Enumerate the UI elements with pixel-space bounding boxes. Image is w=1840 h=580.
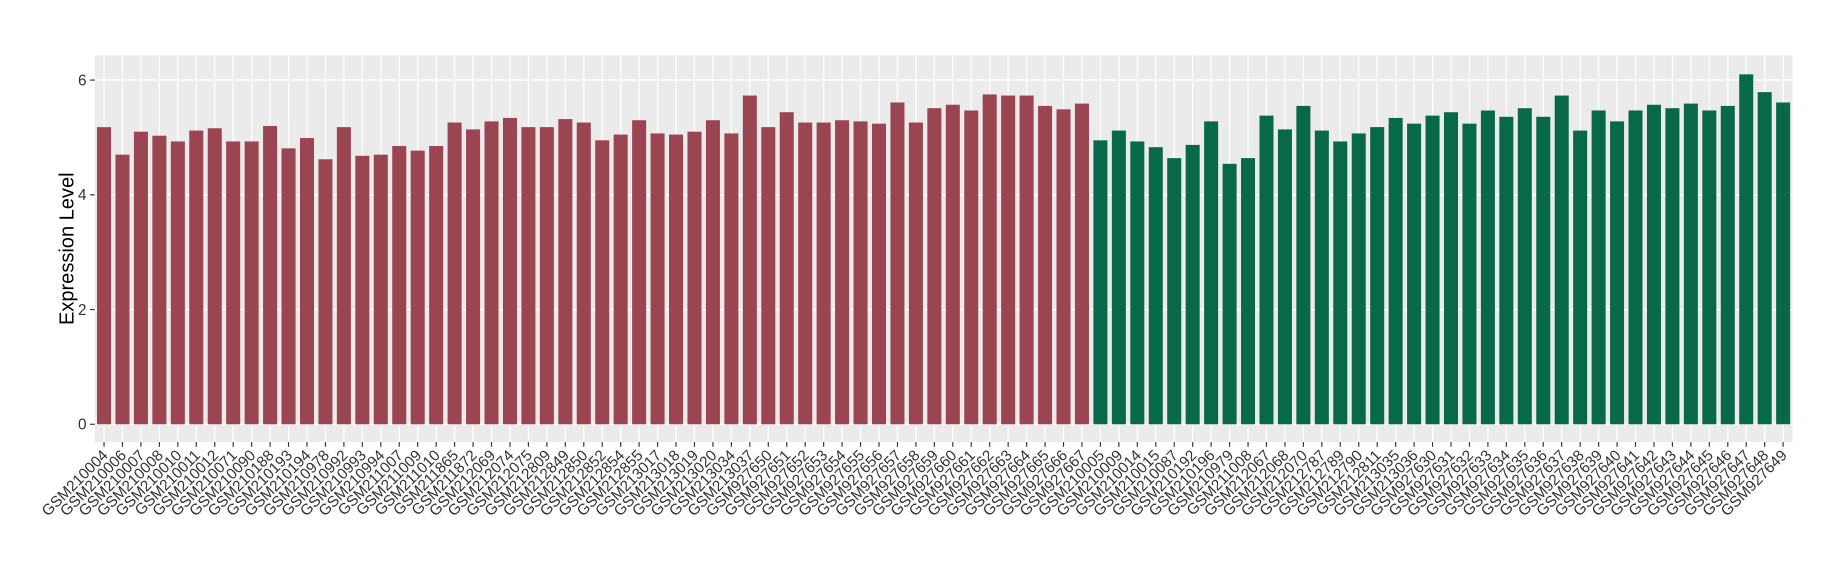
bar [1462, 123, 1477, 425]
bar [299, 138, 315, 425]
bar [1222, 163, 1237, 425]
bar [1683, 103, 1698, 425]
bar [835, 120, 850, 425]
bar [1425, 115, 1440, 425]
bar [1757, 92, 1772, 425]
bar [964, 110, 979, 425]
bar [1093, 140, 1108, 425]
bar [1554, 95, 1569, 425]
bar [1702, 110, 1717, 425]
bar [521, 127, 536, 425]
bar [945, 104, 960, 425]
bar [133, 131, 148, 425]
bar [170, 141, 185, 425]
bar [410, 150, 425, 425]
bar [816, 122, 831, 425]
bar [152, 135, 167, 425]
bar [1038, 105, 1053, 425]
bar [1646, 104, 1661, 425]
y-axis-label: Expression Level [57, 172, 79, 325]
bar [1185, 144, 1200, 425]
bar [1720, 105, 1735, 425]
bar [502, 117, 517, 425]
bar [742, 95, 757, 425]
bar [373, 154, 388, 425]
bar [1130, 141, 1145, 425]
bar [613, 134, 628, 425]
bar [1407, 123, 1422, 425]
bar [1480, 110, 1495, 425]
bar [1628, 110, 1643, 425]
bar [466, 129, 481, 425]
bar [1314, 130, 1329, 425]
bar [687, 131, 702, 425]
y-tick-label: 0 [78, 417, 87, 434]
bar [595, 140, 610, 425]
bar [263, 125, 278, 425]
bar [908, 122, 923, 425]
y-tick-label: 2 [78, 302, 87, 319]
bar [539, 127, 554, 425]
bar [392, 146, 407, 425]
bar [318, 159, 333, 425]
bar [189, 130, 204, 425]
bar [1443, 112, 1459, 425]
bar [890, 102, 905, 425]
bar [724, 133, 739, 425]
bar [115, 154, 130, 425]
bar [1517, 108, 1532, 425]
bar [927, 108, 942, 425]
bar [226, 141, 241, 425]
bar [1001, 95, 1016, 425]
bar [1204, 121, 1219, 425]
bar [761, 127, 776, 425]
bar [484, 121, 499, 425]
bar [336, 127, 351, 425]
bar [705, 120, 720, 425]
bar [779, 112, 794, 425]
bar [1351, 133, 1366, 425]
y-tick-label: 6 [78, 72, 87, 89]
bar [1388, 117, 1403, 425]
bar [650, 133, 665, 425]
bar [1499, 116, 1514, 425]
bar [1296, 105, 1311, 425]
bar [632, 120, 647, 425]
bar [669, 134, 684, 425]
bar [982, 94, 997, 425]
bar [1573, 130, 1588, 425]
bar [576, 122, 591, 425]
bar [97, 127, 112, 425]
bar [853, 121, 868, 425]
bar [798, 122, 813, 425]
bar [429, 146, 444, 425]
bar [1241, 158, 1256, 425]
bar [1665, 108, 1680, 425]
bar [207, 128, 222, 425]
bar [1591, 110, 1606, 425]
bar [355, 155, 370, 425]
bar [1259, 115, 1274, 425]
bar [281, 148, 296, 425]
bar [1776, 102, 1791, 425]
bar [244, 141, 259, 425]
bar [1056, 109, 1071, 425]
bar [558, 119, 573, 425]
bar [1536, 116, 1551, 425]
bar [1148, 147, 1163, 425]
bar [1333, 141, 1348, 425]
bar [1277, 129, 1292, 425]
bar [1019, 95, 1034, 425]
bar [447, 122, 462, 425]
bar [1167, 158, 1182, 425]
bar [1074, 103, 1089, 425]
bar [1370, 127, 1385, 425]
bar [1610, 121, 1625, 425]
bar [1739, 74, 1754, 425]
y-tick-label: 4 [78, 187, 87, 204]
bar [871, 123, 887, 425]
bar [1111, 130, 1126, 425]
